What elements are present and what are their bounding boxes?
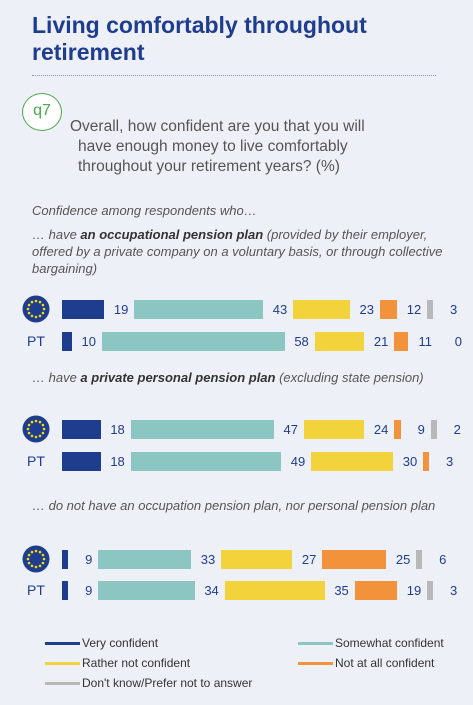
data-label: 33 (200, 552, 216, 567)
group-label-text: … have (32, 227, 81, 242)
legend-swatch (298, 662, 333, 665)
bar-segment (423, 452, 430, 471)
bar-segment (102, 332, 285, 351)
bar-segment (130, 420, 274, 439)
question-line: Overall, how confident are you that you … (70, 118, 365, 135)
eu-flag-icon (22, 545, 50, 573)
bar-segment (394, 332, 408, 351)
bar-segment (62, 332, 72, 351)
bar-segment (322, 550, 387, 569)
row-label: PT (27, 453, 45, 469)
bar-segment (224, 581, 325, 600)
data-label: 21 (373, 334, 389, 349)
bar-segment (427, 300, 434, 319)
bar-segment (380, 300, 398, 319)
data-label: 9 (85, 552, 93, 567)
data-label: 2 (453, 422, 461, 437)
group-label-emphasis: a private personal pension plan (80, 370, 276, 385)
legend-swatch (45, 682, 80, 685)
bar-segment (221, 550, 293, 569)
data-label: 19 (406, 583, 422, 598)
data-label: 18 (110, 422, 125, 437)
bar-segment (416, 550, 423, 569)
bar-segment (427, 581, 434, 600)
data-label: 11 (418, 334, 433, 349)
eu-flag-icon (22, 415, 50, 443)
legend-swatch (298, 642, 333, 645)
legend-label: Don't know/Prefer not to answer (82, 676, 253, 690)
data-label: 24 (373, 422, 389, 437)
group-label: … have an occupational pension plan (pro… (32, 226, 457, 277)
data-label: 49 (290, 454, 306, 469)
bar-segment (394, 420, 401, 439)
question-line: throughout your retirement years? (%) (78, 158, 340, 175)
data-label: 30 (402, 454, 418, 469)
data-label: 10 (81, 334, 96, 349)
data-label: 9 (85, 583, 93, 598)
question-line: have enough money to live comfortably (78, 138, 348, 155)
eu-flag-icon (22, 295, 50, 323)
question-text: Overall, how confident are you that you … (70, 117, 450, 177)
data-label: 47 (283, 422, 298, 437)
data-label: 12 (406, 302, 422, 317)
bar-segment (62, 420, 101, 439)
bar-segment (304, 420, 365, 439)
data-label: 58 (294, 334, 309, 349)
row-label: PT (27, 582, 45, 598)
bar-segment (130, 452, 282, 471)
legend-swatch (45, 642, 80, 645)
bar-segment (430, 420, 437, 439)
question-badge: q7 (22, 93, 62, 131)
legend-label: Very confident (82, 636, 159, 650)
bar-segment (354, 581, 398, 600)
group-label-emphasis: an occupational pension plan (80, 227, 264, 242)
data-label: 0 (454, 334, 462, 349)
bar-segment (62, 550, 69, 569)
data-label: 0 (459, 452, 473, 471)
data-label: 9 (417, 422, 425, 437)
data-label: 18 (110, 454, 125, 469)
group-label: … have a private personal pension plan (… (32, 369, 457, 386)
data-label: 23 (359, 302, 374, 317)
legend-label: Rather not confident (82, 656, 191, 670)
bar-segment (62, 581, 69, 600)
bar-segment (293, 300, 350, 319)
legend-label: Not at all confident (335, 656, 435, 670)
data-label: 34 (204, 583, 219, 598)
title-divider (32, 75, 436, 76)
chart-subhead: Confidence among respondents who… (32, 203, 257, 218)
group-label-text: (provided by their employer, offered by … (32, 227, 443, 276)
bar-segment (98, 581, 195, 600)
group-label: … do not have an occupation pension plan… (32, 497, 457, 514)
bar-segment (314, 332, 365, 351)
group-label-text: (excluding state pension) (275, 370, 424, 385)
legend-label: Somewhat confident (335, 636, 444, 650)
legend-swatch (45, 662, 80, 665)
bar-segment (311, 452, 394, 471)
row-label: PT (27, 333, 45, 349)
data-label: 19 (113, 302, 129, 317)
page-title: Living comfortably throughout retirement (32, 12, 367, 65)
data-label: 3 (449, 583, 458, 598)
data-label: 6 (439, 552, 447, 567)
bar-segment (62, 300, 105, 319)
data-label: 3 (449, 302, 458, 317)
bar-segment (134, 300, 264, 319)
bar-segment (98, 550, 192, 569)
group-label-text: … do not have an occupation pension plan… (32, 498, 436, 513)
data-label: 35 (334, 583, 349, 598)
data-label: 43 (272, 302, 288, 317)
group-label-text: … have (32, 370, 81, 385)
data-label: 3 (445, 454, 454, 469)
data-label: 25 (395, 552, 411, 567)
data-label: 27 (301, 552, 317, 567)
bar-segment (62, 452, 101, 471)
